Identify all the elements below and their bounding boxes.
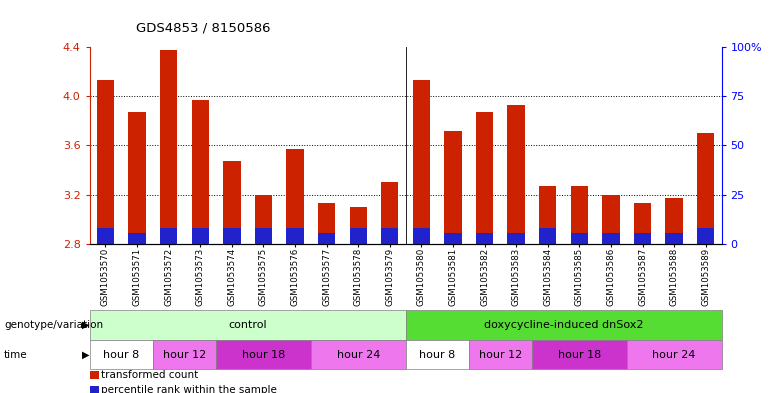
Text: hour 18: hour 18 xyxy=(558,350,601,360)
Bar xyxy=(129,233,146,244)
Bar xyxy=(406,310,722,340)
Bar xyxy=(90,310,406,340)
Bar xyxy=(381,182,399,244)
Bar xyxy=(286,228,303,244)
Bar xyxy=(97,228,114,244)
Bar xyxy=(602,195,619,244)
Bar xyxy=(318,203,335,244)
Bar xyxy=(627,340,722,369)
Bar xyxy=(571,233,588,244)
Text: percentile rank within the sample: percentile rank within the sample xyxy=(101,385,277,393)
Bar xyxy=(445,131,462,244)
Text: ▶: ▶ xyxy=(82,320,90,330)
Bar xyxy=(476,233,493,244)
Bar xyxy=(160,228,177,244)
Bar xyxy=(160,50,177,244)
Bar xyxy=(255,195,272,244)
Bar xyxy=(318,233,335,244)
Text: hour 8: hour 8 xyxy=(103,350,140,360)
Bar xyxy=(413,228,430,244)
Bar xyxy=(381,228,399,244)
Bar xyxy=(129,112,146,244)
Bar xyxy=(286,149,303,244)
Text: genotype/variation: genotype/variation xyxy=(4,320,103,330)
Bar xyxy=(602,233,619,244)
Bar xyxy=(349,228,367,244)
Bar xyxy=(634,203,651,244)
Text: hour 18: hour 18 xyxy=(242,350,285,360)
Bar xyxy=(469,340,532,369)
Bar xyxy=(539,186,556,244)
Bar xyxy=(255,228,272,244)
Bar xyxy=(665,198,682,244)
Bar xyxy=(406,340,469,369)
Text: time: time xyxy=(4,350,27,360)
Text: transformed count: transformed count xyxy=(101,370,199,380)
Text: hour 12: hour 12 xyxy=(479,350,522,360)
Bar xyxy=(445,233,462,244)
Text: hour 24: hour 24 xyxy=(652,350,696,360)
Bar xyxy=(153,340,216,369)
Bar xyxy=(311,340,406,369)
Bar xyxy=(192,228,209,244)
Bar xyxy=(508,233,525,244)
Text: doxycycline-induced dnSox2: doxycycline-induced dnSox2 xyxy=(484,320,644,330)
Bar xyxy=(223,228,240,244)
Text: hour 12: hour 12 xyxy=(163,350,206,360)
Bar xyxy=(90,340,153,369)
Text: control: control xyxy=(229,320,267,330)
Bar xyxy=(413,80,430,244)
Text: hour 24: hour 24 xyxy=(336,350,380,360)
Text: GDS4853 / 8150586: GDS4853 / 8150586 xyxy=(136,22,271,35)
Bar xyxy=(697,228,714,244)
Bar xyxy=(192,100,209,244)
Bar xyxy=(539,228,556,244)
Bar xyxy=(476,112,493,244)
Bar xyxy=(97,80,114,244)
Bar xyxy=(223,162,240,244)
Text: hour 8: hour 8 xyxy=(419,350,456,360)
Text: ▶: ▶ xyxy=(82,350,90,360)
Bar xyxy=(508,105,525,244)
Bar xyxy=(571,186,588,244)
Bar xyxy=(634,233,651,244)
Bar xyxy=(665,233,682,244)
Bar xyxy=(216,340,310,369)
Bar xyxy=(349,207,367,244)
Bar xyxy=(532,340,627,369)
Bar xyxy=(697,133,714,244)
